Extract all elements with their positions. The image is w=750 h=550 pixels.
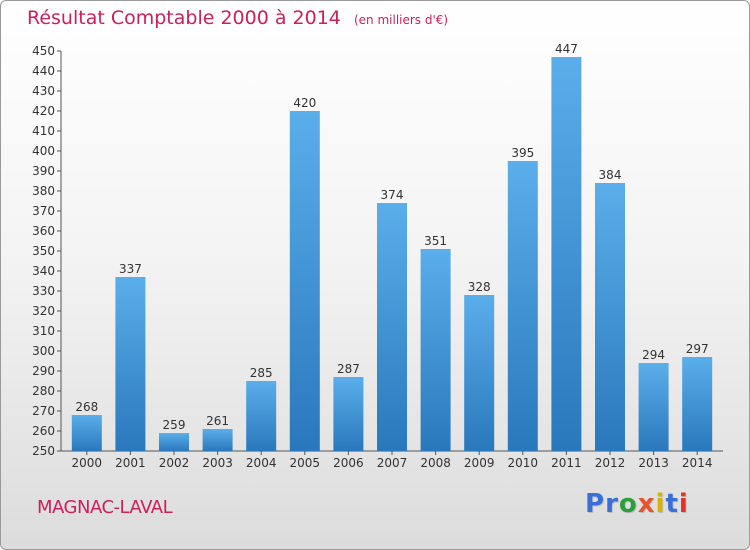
y-tick-label: 380 bbox=[32, 184, 55, 198]
logo-letter: i bbox=[678, 489, 689, 519]
data-label: 287 bbox=[337, 362, 360, 376]
x-tick-label: 2011 bbox=[551, 456, 582, 470]
x-tick-label: 2005 bbox=[290, 456, 321, 470]
x-tick-label: 2008 bbox=[420, 456, 451, 470]
bar bbox=[202, 429, 233, 451]
x-tick-label: 2000 bbox=[72, 456, 103, 470]
y-tick-label: 410 bbox=[32, 124, 55, 138]
bar bbox=[246, 381, 277, 451]
y-tick-label: 350 bbox=[32, 244, 55, 258]
data-label: 285 bbox=[250, 366, 273, 380]
y-tick-label: 300 bbox=[32, 344, 55, 358]
data-label: 268 bbox=[75, 400, 98, 414]
logo-letter: r bbox=[605, 489, 619, 519]
x-tick-label: 2014 bbox=[682, 456, 713, 470]
logo-letter: o bbox=[618, 489, 638, 519]
bar bbox=[551, 57, 582, 451]
bar bbox=[420, 249, 451, 451]
bar bbox=[71, 415, 102, 451]
data-label: 337 bbox=[119, 262, 142, 276]
x-tick-label: 2010 bbox=[508, 456, 539, 470]
title-row: Résultat Comptable 2000 à 2014 (en milli… bbox=[27, 7, 448, 29]
x-tick-label: 2001 bbox=[115, 456, 146, 470]
y-tick-label: 390 bbox=[32, 164, 55, 178]
y-tick-label: 400 bbox=[32, 144, 55, 158]
bar bbox=[682, 357, 713, 451]
bar bbox=[377, 203, 407, 451]
bar bbox=[638, 363, 669, 451]
y-tick-label: 280 bbox=[32, 384, 55, 398]
y-tick-label: 310 bbox=[32, 324, 55, 338]
x-tick-label: 2013 bbox=[638, 456, 669, 470]
x-tick-label: 2009 bbox=[464, 456, 495, 470]
y-tick-label: 340 bbox=[32, 264, 55, 278]
y-tick-label: 330 bbox=[32, 284, 55, 298]
x-tick-label: 2006 bbox=[333, 456, 364, 470]
bar bbox=[289, 111, 320, 451]
bar bbox=[333, 377, 364, 451]
data-label: 261 bbox=[206, 414, 229, 428]
x-tick-label: 2002 bbox=[159, 456, 190, 470]
data-label: 447 bbox=[555, 42, 578, 56]
logo-letter: P bbox=[585, 489, 606, 519]
y-tick-label: 450 bbox=[32, 44, 55, 58]
data-label: 420 bbox=[293, 96, 316, 110]
y-tick-label: 370 bbox=[32, 204, 55, 218]
data-label: 395 bbox=[511, 146, 534, 160]
logo-letter: t bbox=[665, 489, 679, 519]
bar bbox=[115, 277, 146, 451]
data-label: 374 bbox=[381, 188, 404, 202]
y-tick-label: 270 bbox=[32, 404, 55, 418]
logo-letter: i bbox=[655, 489, 666, 519]
proxiti-logo: Proxiti bbox=[585, 489, 689, 519]
bar bbox=[159, 433, 189, 451]
y-tick-label: 320 bbox=[32, 304, 55, 318]
data-label: 259 bbox=[163, 418, 186, 432]
x-tick-label: 2004 bbox=[246, 456, 277, 470]
y-tick-label: 360 bbox=[32, 224, 55, 238]
chart-subtitle: (en milliers d'€) bbox=[353, 13, 449, 27]
bar bbox=[595, 183, 625, 451]
bar bbox=[464, 295, 495, 451]
data-label: 297 bbox=[686, 342, 709, 356]
data-label: 351 bbox=[424, 234, 447, 248]
logo-letter: x bbox=[637, 489, 656, 519]
location-label: MAGNAC-LAVAL bbox=[37, 497, 173, 518]
x-tick-label: 2007 bbox=[377, 456, 408, 470]
y-tick-label: 430 bbox=[32, 84, 55, 98]
y-tick-label: 290 bbox=[32, 364, 55, 378]
x-tick-label: 2012 bbox=[595, 456, 626, 470]
y-tick-label: 440 bbox=[32, 64, 55, 78]
y-tick-label: 260 bbox=[32, 424, 55, 438]
data-label: 328 bbox=[468, 280, 491, 294]
data-label: 294 bbox=[642, 348, 665, 362]
data-label: 384 bbox=[599, 168, 622, 182]
y-tick-label: 250 bbox=[32, 444, 55, 458]
bar bbox=[507, 161, 538, 451]
chart-title: Résultat Comptable 2000 à 2014 bbox=[27, 7, 341, 29]
y-tick-label: 420 bbox=[32, 104, 55, 118]
x-tick-label: 2003 bbox=[202, 456, 233, 470]
